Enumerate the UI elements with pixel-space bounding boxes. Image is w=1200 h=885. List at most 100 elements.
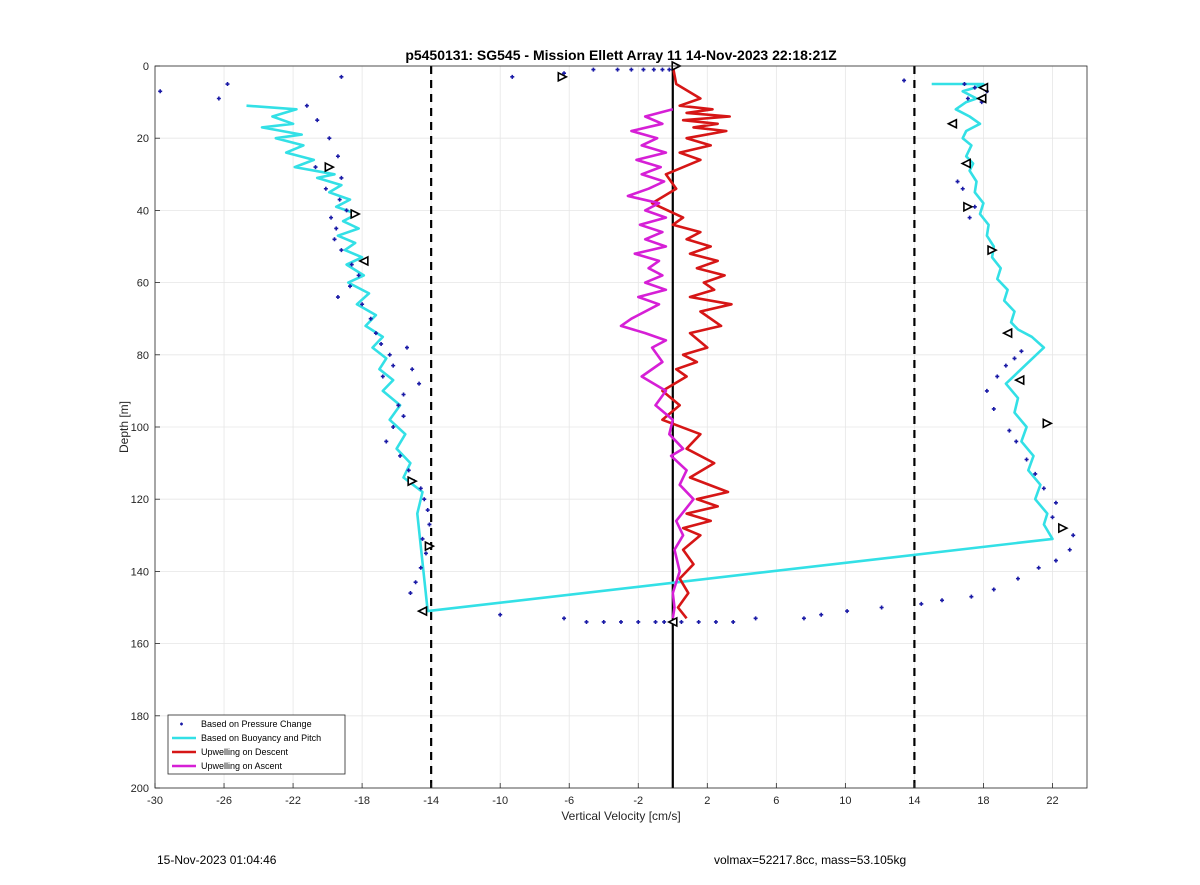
x-axis-ticks: -30 -26 -22 -18 -14 -10 -6 -2 2 6 10 14 18 22: [147, 783, 1059, 807]
triangle-marker: [975, 93, 987, 104]
y-tick-label: 160: [131, 639, 149, 651]
x-tick-label: 2: [704, 795, 710, 807]
data-point: [619, 619, 623, 624]
data-point: [417, 381, 422, 386]
x-tick-label: 10: [839, 795, 851, 807]
triangle-marker: [963, 201, 974, 213]
data-point: [991, 406, 996, 411]
data-point: [902, 78, 907, 83]
y-axis-label: Depth [m]: [117, 401, 131, 453]
data-point: [315, 118, 320, 123]
data-point: [510, 74, 515, 79]
data-point: [422, 497, 427, 502]
data-point: [384, 439, 389, 444]
triangle-marker: [416, 605, 428, 617]
data-point: [562, 71, 567, 76]
data-point: [401, 414, 406, 419]
data-point: [641, 67, 646, 72]
data-point: [1019, 349, 1024, 354]
y-tick-label: 100: [131, 422, 149, 434]
data-point: [334, 226, 339, 231]
data-point: [1067, 547, 1072, 552]
data-point: [158, 89, 163, 94]
triangle-markers: [324, 60, 1069, 628]
data-point: [653, 619, 658, 624]
data-point: [713, 619, 718, 624]
y-axis-ticks: 0 20 40 60 80 100 120 140 160 180 200: [131, 61, 160, 795]
data-point: [679, 619, 684, 624]
data-point: [1053, 500, 1058, 505]
legend: Based on Pressure Change Based on Buoyanc…: [167, 714, 346, 775]
data-point: [410, 367, 415, 372]
series-line-based-on-buoyancy-and-pitch: [246, 82, 1054, 613]
y-tick-label: 120: [131, 494, 149, 506]
x-axis-label: Vertical Velocity [cm/s]: [561, 809, 680, 823]
data-point: [667, 67, 672, 72]
data-point: [995, 374, 1000, 379]
data-point: [379, 341, 384, 346]
chart-title: p5450131: SG545 - Mission Ellett Array 1…: [405, 47, 837, 63]
data-point: [404, 345, 409, 350]
data-point: [313, 165, 318, 170]
data-point: [1015, 576, 1020, 581]
legend-label: Based on Buoyancy and Pitch: [201, 733, 321, 743]
footer-mass-info: volmax=52217.8cc, mass=53.105kg: [714, 853, 907, 867]
legend-label: Upwelling on Descent: [201, 747, 289, 757]
data-point: [332, 237, 337, 242]
data-point: [339, 175, 344, 180]
data-point: [1012, 356, 1017, 361]
data-point: [348, 284, 353, 289]
y-tick-label: 20: [137, 133, 149, 145]
legend-box: [167, 714, 346, 775]
x-tick-label: 18: [977, 795, 989, 807]
triangle-marker: [1001, 327, 1013, 339]
data-point: [408, 591, 413, 596]
data-point: [425, 508, 430, 513]
data-point: [339, 248, 344, 253]
data-point: [329, 215, 334, 220]
series-line-upwelling-on-ascent: [619, 108, 695, 619]
triangle-marker: [1058, 522, 1069, 534]
data-point: [356, 273, 361, 278]
data-point: [962, 82, 967, 87]
data-point: [304, 103, 309, 108]
data-point: [423, 551, 428, 556]
data-point: [591, 67, 596, 72]
data-point: [498, 612, 503, 617]
data-point: [418, 565, 423, 570]
x-tick-label: -18: [354, 795, 370, 807]
data-point: [1036, 565, 1041, 570]
y-tick-label: 180: [131, 711, 149, 723]
triangle-marker: [407, 475, 418, 487]
data-point: [972, 85, 977, 90]
data-point: [940, 598, 945, 603]
data-point: [636, 619, 641, 624]
triangle-marker: [946, 118, 958, 130]
triangle-marker: [987, 244, 998, 256]
x-tick-label: 6: [773, 795, 779, 807]
data-point: [391, 363, 396, 368]
x-tick-label: -14: [423, 795, 439, 807]
triangle-marker: [358, 255, 369, 267]
legend-label: Upwelling on Ascent: [201, 761, 283, 771]
triangle-marker: [424, 540, 436, 552]
data-point: [323, 186, 328, 191]
data-point: [335, 295, 340, 300]
x-tick-label: -26: [216, 795, 232, 807]
triangle-marker: [557, 71, 569, 83]
data-point: [919, 601, 924, 606]
data-point: [662, 619, 667, 624]
data-point: [1024, 457, 1029, 462]
data-point: [965, 96, 970, 101]
x-tick-label: 14: [908, 795, 920, 807]
data-point: [391, 425, 396, 429]
triangle-marker: [1042, 418, 1054, 429]
data-point: [373, 331, 378, 336]
data-point: [969, 594, 974, 599]
data-point: [1033, 471, 1038, 476]
data-point: [335, 154, 340, 159]
data-point: [327, 136, 332, 141]
x-tick-label: -10: [492, 795, 508, 807]
data-point: [960, 186, 965, 191]
